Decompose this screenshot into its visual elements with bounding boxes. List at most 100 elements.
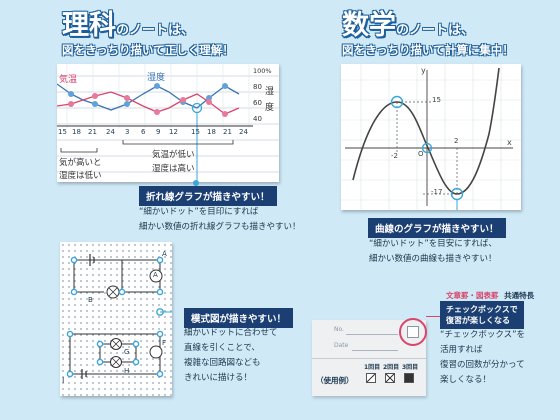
badge-zuhyokei: 図表罫 <box>476 291 499 300</box>
temperature-points <box>68 93 228 117</box>
math-graph-panel: y x O 15 -2 2 -17 <box>341 64 521 210</box>
x-tick-0: 15 <box>58 128 67 136</box>
science-subtitle: 図をきっちり描いて正しく理解！ <box>62 43 234 58</box>
science-title: 理科 <box>62 10 116 41</box>
science-heading: 理科のノートは、 図をきっちり描いて正しく理解！ <box>62 10 234 58</box>
val-m2-label: -2 <box>391 152 398 160</box>
x-tick-7: 12 <box>169 128 178 136</box>
sample-no-line <box>346 334 398 335</box>
val-m17-label: -17 <box>431 188 443 196</box>
round-1-checkbox[interactable] <box>366 373 376 383</box>
math-grid <box>341 64 521 210</box>
science-graph-desc-1: “細かいドット”を目印にすれば <box>139 207 259 217</box>
circuit-label-b: B <box>88 296 93 304</box>
round-2-checkbox[interactable] <box>385 373 395 383</box>
circuit-label-meter: A <box>153 271 158 279</box>
circuit-tag: 模式図が描きやすい！ <box>184 308 294 328</box>
humidity-label: 湿度 <box>147 73 166 83</box>
checkbox-highlight-ring <box>399 318 427 346</box>
circuit-label-h: H <box>124 367 130 375</box>
badge-common: 共通特長 <box>504 291 535 300</box>
circuit-desc-3: 複雑な回路図なども <box>184 358 261 368</box>
science-graph-tag: 折れ線グラフが描きやすい！ <box>139 186 277 206</box>
math-graph-desc-2: 細かい数値の曲線も描きやすい！ <box>369 254 497 264</box>
x-tick-4: 3 <box>125 128 130 136</box>
sample-date-line <box>352 350 398 351</box>
feature-desc-4: 楽しくなる！ <box>440 375 492 385</box>
cubic-curve <box>352 67 500 195</box>
bracket-mid <box>122 140 234 145</box>
circuit-label-f: F <box>162 339 167 347</box>
round-3-label: 3回目 <box>402 364 419 371</box>
right-kanji-1: 湿 <box>265 87 275 97</box>
right-kanji-2: 度 <box>265 103 275 113</box>
x-tick-9: 18 <box>207 128 216 136</box>
x-tick-11: 24 <box>239 128 248 136</box>
note-left-1: 気が高いと <box>59 158 102 168</box>
circuit-label-i: I <box>62 376 65 385</box>
checkbox-tag-1: チェックボックスで <box>446 305 518 314</box>
math-title-suffix: のノートは、 <box>396 23 475 38</box>
sample-date-label: Date <box>334 342 349 349</box>
science-graph-panel: 気温 湿度 100% 80 60 40 湿 度 15 18 21 24 3 6 … <box>57 64 279 182</box>
science-graph-desc-2: 細かい数値の折れ線グラフも描きやすい！ <box>139 222 301 232</box>
circuit-label-g: G <box>124 348 130 356</box>
val-2-label: 2 <box>454 137 459 145</box>
circuit-label-a: A <box>162 250 167 258</box>
circuit-desc-2: 直線を引くことで、 <box>184 343 260 353</box>
math-title: 数学 <box>342 10 396 41</box>
math-graph-tag: 曲線のグラフが描きやすい！ <box>368 218 506 238</box>
x-tick-5: 6 <box>141 128 146 136</box>
badge-sep: ・ <box>468 291 477 300</box>
checkbox-leader <box>426 316 440 317</box>
round-1-label: 1回目 <box>364 364 381 371</box>
x-tick-1: 18 <box>72 128 81 136</box>
val-15-label: 15 <box>432 96 441 104</box>
note-mid-2: 湿度は高い <box>152 164 195 174</box>
y-axis-label: y <box>421 66 426 75</box>
math-subtitle: 図をきっちり描いて計算に集中！ <box>342 43 514 58</box>
round-3-checkbox[interactable] <box>404 373 414 383</box>
bracket-left <box>60 148 98 153</box>
x-axis-label: x <box>507 138 512 147</box>
science-title-suffix: のノートは、 <box>116 23 195 38</box>
x-tick-6: 9 <box>156 128 161 136</box>
right-scale-40: 40 <box>253 115 262 123</box>
round-2-cross-icon <box>386 374 394 382</box>
circuit-svg <box>66 254 172 379</box>
x-tick-10: 21 <box>223 128 232 136</box>
science-graph-svg <box>57 64 279 182</box>
badge-bunshokei: 文章罫 <box>446 291 469 300</box>
circuit-panel: A B A F G H I <box>60 242 172 396</box>
sample-divider <box>312 358 426 359</box>
x-tick-8: 15 <box>191 128 200 136</box>
origin-marker <box>421 142 433 154</box>
right-scale-100: 100% <box>253 67 272 75</box>
checkbox-tag-2: 復習が楽しくなる <box>446 316 510 325</box>
origin-label: O <box>418 150 424 158</box>
temp-label: 気温 <box>59 75 78 85</box>
x-tick-2: 21 <box>88 128 97 136</box>
math-graph-svg <box>341 64 521 210</box>
x-tick-3: 24 <box>106 128 115 136</box>
circuit-desc-4: きれいに描ける！ <box>184 373 253 383</box>
circuit-desc-1: 細かいドットに合わせて <box>184 328 278 338</box>
math-heading: 数学のノートは、 図をきっちり描いて計算に集中！ <box>342 10 514 58</box>
sample-usage: （使用例） <box>316 376 354 385</box>
right-scale-60: 60 <box>253 99 262 107</box>
right-scale-80: 80 <box>253 83 262 91</box>
round-2-label: 2回目 <box>383 364 400 371</box>
round-1-slash-icon <box>367 374 375 382</box>
note-left-2: 湿度は低い <box>59 171 102 181</box>
checkbox-tag: チェックボックスで 復習が楽しくなる <box>440 301 524 329</box>
feature-badge: 文章罫・図表罫 共通特長 <box>446 290 534 301</box>
min-point-marker <box>450 187 464 201</box>
feature-desc-1: “チェックボックス”を <box>440 330 526 340</box>
max-point-marker <box>390 95 404 109</box>
science-graph-tag-dot <box>193 180 199 186</box>
feature-desc-3: 復習の回数が分かって <box>440 360 525 370</box>
sample-no-label: No. <box>334 326 344 333</box>
note-mid-1: 気温が低い <box>152 150 195 160</box>
math-graph-desc-1: “細かいドット”を目安にすれば、 <box>369 239 497 249</box>
feature-desc-2: 活用すれば <box>440 345 483 355</box>
